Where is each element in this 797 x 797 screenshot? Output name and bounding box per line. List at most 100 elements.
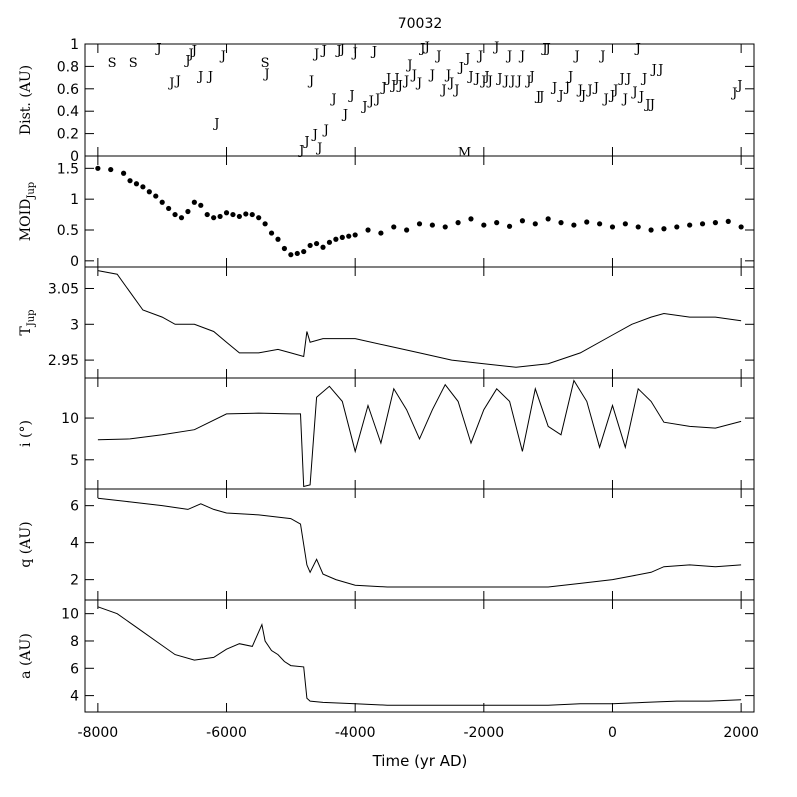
y-tick-label: 2 (70, 573, 79, 589)
data-point (204, 211, 210, 218)
data-point (108, 166, 114, 173)
data-point (120, 170, 127, 176)
encounter-marker: J (402, 74, 409, 89)
data-point (326, 239, 333, 245)
encounter-marker: J (579, 88, 586, 103)
x-tick-label: -6000 (206, 725, 247, 741)
encounter-marker: J (534, 90, 541, 105)
encounter-marker: J (637, 90, 644, 105)
encounter-marker: J (550, 81, 557, 96)
data-point (558, 220, 564, 226)
y-tick-label: 0 (70, 149, 79, 165)
data-point (178, 215, 185, 221)
encounter-marker: J (563, 81, 570, 96)
data-point (223, 210, 230, 216)
encounter-marker: J (473, 72, 480, 87)
encounter-marker: J (380, 81, 387, 96)
data-point (320, 244, 326, 250)
data-point (140, 184, 146, 190)
encounter-marker: J (463, 51, 470, 66)
data-point (404, 227, 410, 233)
encounter-marker: J (576, 83, 583, 98)
data-point (635, 224, 641, 230)
encounter-marker: J (360, 100, 367, 115)
encounter-marker: J (466, 69, 473, 84)
data-point (494, 220, 500, 226)
data-point (661, 226, 667, 232)
data-point (249, 211, 255, 218)
encounter-marker: J (212, 116, 219, 131)
data-point (301, 248, 307, 255)
encounter-marker: S (261, 56, 270, 71)
encounter-marker: J (367, 94, 374, 109)
y-tick-label: 3 (70, 317, 79, 333)
chart-title: 70032 (398, 16, 443, 32)
y-axis-label: MOIDJup (18, 182, 37, 241)
data-point (468, 216, 474, 222)
encounter-marker: J (479, 74, 486, 89)
panel-frame (84, 266, 755, 379)
y-tick-label: 2.95 (48, 353, 79, 369)
encounter-marker: J (183, 54, 190, 69)
data-point (243, 211, 249, 217)
encounter-marker: J (640, 72, 647, 87)
encounter-marker: J (338, 42, 345, 57)
data-point (391, 224, 397, 230)
encounter-marker: J (434, 49, 441, 64)
encounter-marker: J (585, 83, 592, 98)
x-tick-label: -2000 (463, 725, 504, 741)
encounter-marker: J (621, 92, 628, 107)
data-point (609, 224, 616, 230)
data-point (281, 245, 288, 252)
encounter-marker: J (329, 92, 336, 107)
y-tick-label: 3.05 (48, 281, 79, 297)
data-point (725, 218, 731, 224)
encounter-marker: J (650, 63, 657, 78)
data-point (191, 199, 197, 205)
encounter-marker: J (486, 74, 493, 89)
encounter-marker: J (537, 90, 544, 105)
panel-frame (84, 488, 755, 601)
data-point (416, 221, 423, 227)
encounter-marker: J (492, 40, 499, 55)
data-point (172, 211, 178, 218)
encounter-marker: J (524, 74, 531, 89)
encounter-marker: J (608, 88, 615, 103)
encounter-marker: J (190, 44, 197, 59)
encounter-marker: J (297, 143, 304, 158)
encounter-marker: J (410, 68, 417, 83)
encounter-marker: S (108, 56, 117, 71)
encounter-marker: J (418, 41, 425, 56)
encounter-marker: J (624, 72, 631, 87)
panel-tjup: 2.95 3 3.05 TJup (18, 266, 755, 379)
encounter-marker: J (630, 85, 637, 100)
encounter-marker: J (167, 76, 174, 91)
y-tick-label: 4 (70, 536, 79, 552)
y-tick-label: 6 (70, 499, 79, 515)
data-point (648, 227, 654, 233)
series-line (97, 606, 742, 706)
data-point (275, 236, 281, 242)
panel-incl: 5 10 i (°) (18, 377, 755, 490)
encounter-marker: J (347, 88, 354, 103)
data-point (307, 242, 313, 249)
encounter-marker: J (643, 97, 650, 112)
y-tick-label: 0 (70, 254, 79, 270)
y-tick-label: 0.5 (57, 223, 79, 239)
data-point (622, 221, 628, 227)
encounter-marker: J (592, 81, 599, 96)
encounter-marker: J (389, 78, 396, 93)
data-point (95, 165, 101, 171)
encounter-marker: J (370, 45, 377, 60)
encounter-marker: J (482, 69, 489, 84)
encounter-marker: J (648, 97, 655, 112)
y-tick-label: 5 (70, 453, 79, 469)
y-tick-label: 1 (70, 37, 79, 53)
encounter-marker: J (405, 58, 412, 73)
data-point (153, 193, 159, 199)
data-point (294, 250, 300, 257)
panel-q: 2 4 6 q (AU) (18, 488, 755, 601)
data-point (687, 222, 693, 228)
data-point (127, 178, 133, 184)
